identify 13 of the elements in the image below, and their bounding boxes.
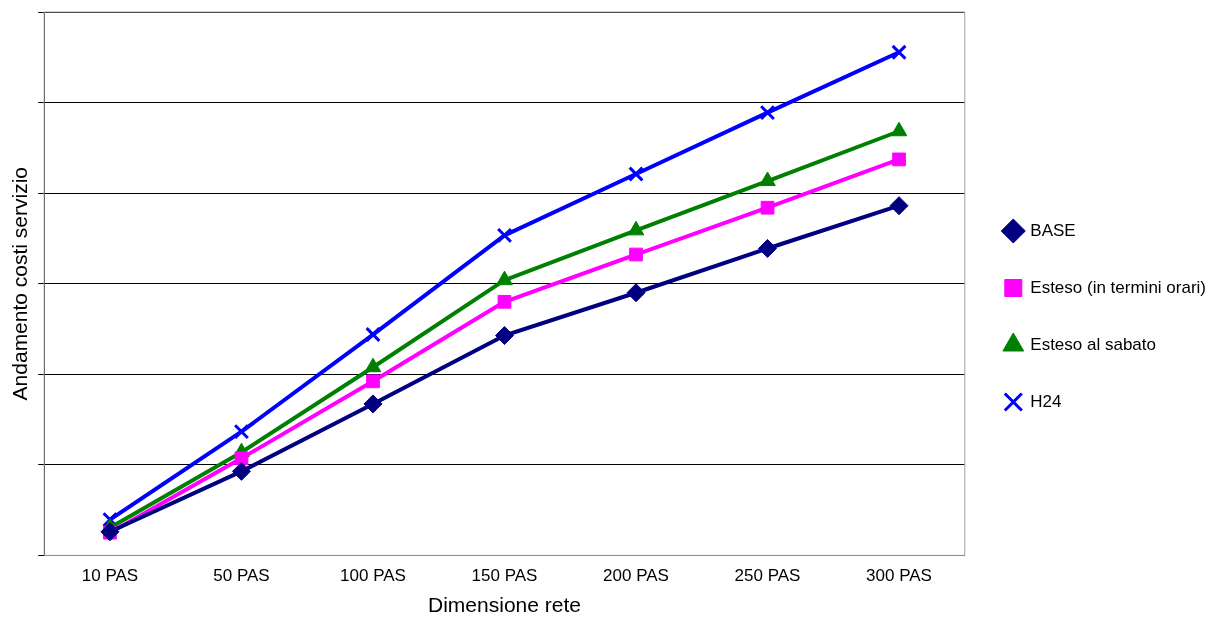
legend-label: Esteso (in termini orari) (1030, 277, 1207, 297)
x-tick-label: 200 PAS (603, 566, 669, 586)
legend-label: BASE (1030, 220, 1076, 240)
x-tick-label: 150 PAS (471, 566, 538, 586)
x-tick-label: 100 PAS (340, 566, 406, 586)
legend-label: H24 (1030, 391, 1062, 411)
x-tick-label: 300 PAS (866, 566, 932, 586)
x-tick-label: 50 PAS (213, 566, 270, 586)
y-axis-title: Andamento costi servizio (8, 166, 32, 401)
x-axis-title: Dimensione rete (428, 593, 581, 617)
x-tick-label: 10 PAS (81, 566, 139, 586)
x-tick-label: 250 PAS (734, 566, 801, 586)
legend-label: Esteso al sabato (1030, 334, 1156, 354)
